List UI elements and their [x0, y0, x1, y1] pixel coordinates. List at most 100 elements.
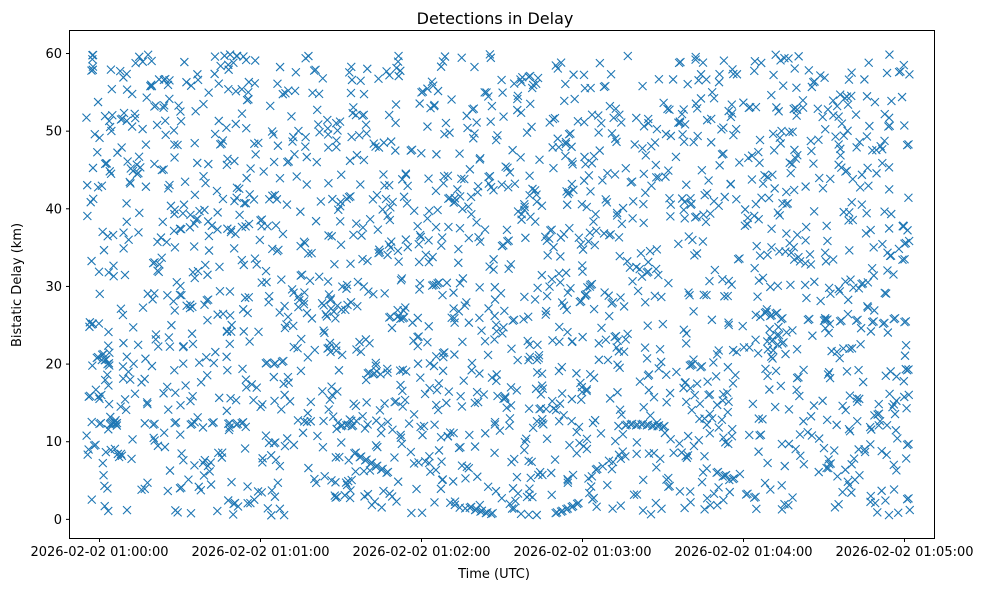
data-point [727, 424, 737, 434]
data-point [616, 501, 626, 510]
data-point [673, 239, 683, 249]
data-point [122, 69, 132, 79]
y-tick-label: 0 [54, 513, 62, 528]
data-point [591, 209, 600, 219]
data-point [436, 241, 446, 250]
data-point [638, 143, 647, 153]
data-point [547, 396, 557, 406]
x-tick-label: 2026-02-02 01:01:00 [191, 545, 329, 560]
data-point [306, 397, 316, 407]
data-point [249, 195, 259, 204]
data-point [823, 315, 832, 324]
data-point [663, 166, 673, 175]
data-point [681, 338, 691, 348]
data-point [618, 429, 628, 439]
data-point [512, 94, 522, 104]
data-point [638, 475, 648, 485]
data-point [378, 205, 388, 214]
data-point [377, 421, 386, 431]
data-point [397, 174, 407, 184]
data-point [513, 355, 523, 365]
data-point [786, 248, 796, 258]
data-point [336, 438, 346, 447]
data-point [317, 298, 327, 308]
data-point [165, 466, 175, 475]
data-point [854, 394, 864, 404]
data-point [284, 157, 294, 166]
data-point [117, 451, 127, 461]
data-point [690, 390, 700, 400]
data-point [257, 215, 267, 225]
data-point [416, 422, 425, 432]
data-point [185, 303, 195, 313]
data-point [192, 158, 202, 168]
data-point [572, 427, 582, 437]
data-point [332, 492, 342, 502]
data-point [790, 145, 799, 155]
data-point [215, 286, 225, 296]
data-point [567, 179, 577, 189]
data-point [504, 264, 514, 274]
data-point [279, 510, 289, 520]
data-point [131, 58, 140, 68]
data-point [762, 337, 772, 346]
data-point [239, 260, 249, 270]
data-point [699, 290, 709, 300]
data-point [613, 360, 622, 370]
data-point [666, 131, 676, 141]
data-point [574, 233, 584, 243]
plot-area-frame [69, 30, 935, 539]
data-point [773, 281, 783, 291]
data-point [765, 485, 775, 494]
data-point [289, 440, 299, 450]
data-point [238, 417, 248, 427]
data-point [130, 389, 140, 399]
data-point [681, 377, 690, 387]
data-point [538, 419, 548, 429]
data-point [607, 299, 617, 308]
data-point [424, 257, 434, 267]
data-point [532, 416, 542, 426]
data-point [683, 451, 693, 460]
data-point [563, 189, 573, 199]
data-point [263, 503, 273, 513]
data-point [423, 84, 432, 94]
data-point [763, 172, 772, 182]
data-point [450, 500, 460, 510]
data-point [745, 102, 755, 112]
data-point [617, 410, 626, 420]
data-point [524, 510, 534, 520]
data-point [351, 219, 361, 229]
data-point [225, 339, 235, 349]
data-point [216, 61, 226, 71]
data-point [151, 330, 161, 339]
data-point [844, 424, 854, 434]
data-point [287, 285, 297, 294]
data-point [813, 104, 823, 114]
data-point [707, 315, 717, 325]
data-point [663, 104, 672, 114]
data-point [203, 159, 213, 169]
data-point [278, 356, 288, 366]
data-point [643, 267, 653, 277]
data-point [157, 253, 167, 263]
data-point [567, 394, 577, 404]
data-point [577, 261, 587, 270]
data-point [528, 492, 537, 502]
data-point [266, 450, 276, 460]
data-point [754, 447, 763, 457]
data-point [428, 81, 438, 91]
data-point [450, 313, 459, 323]
data-point [781, 247, 790, 256]
data-point [845, 426, 855, 436]
data-point [403, 242, 413, 252]
data-point [201, 352, 211, 362]
data-point [275, 308, 285, 317]
data-point [82, 113, 91, 123]
data-point [885, 121, 895, 131]
data-point [834, 140, 844, 149]
data-point [394, 71, 404, 81]
data-point [267, 244, 277, 254]
data-point [507, 344, 516, 354]
data-point [506, 383, 516, 392]
